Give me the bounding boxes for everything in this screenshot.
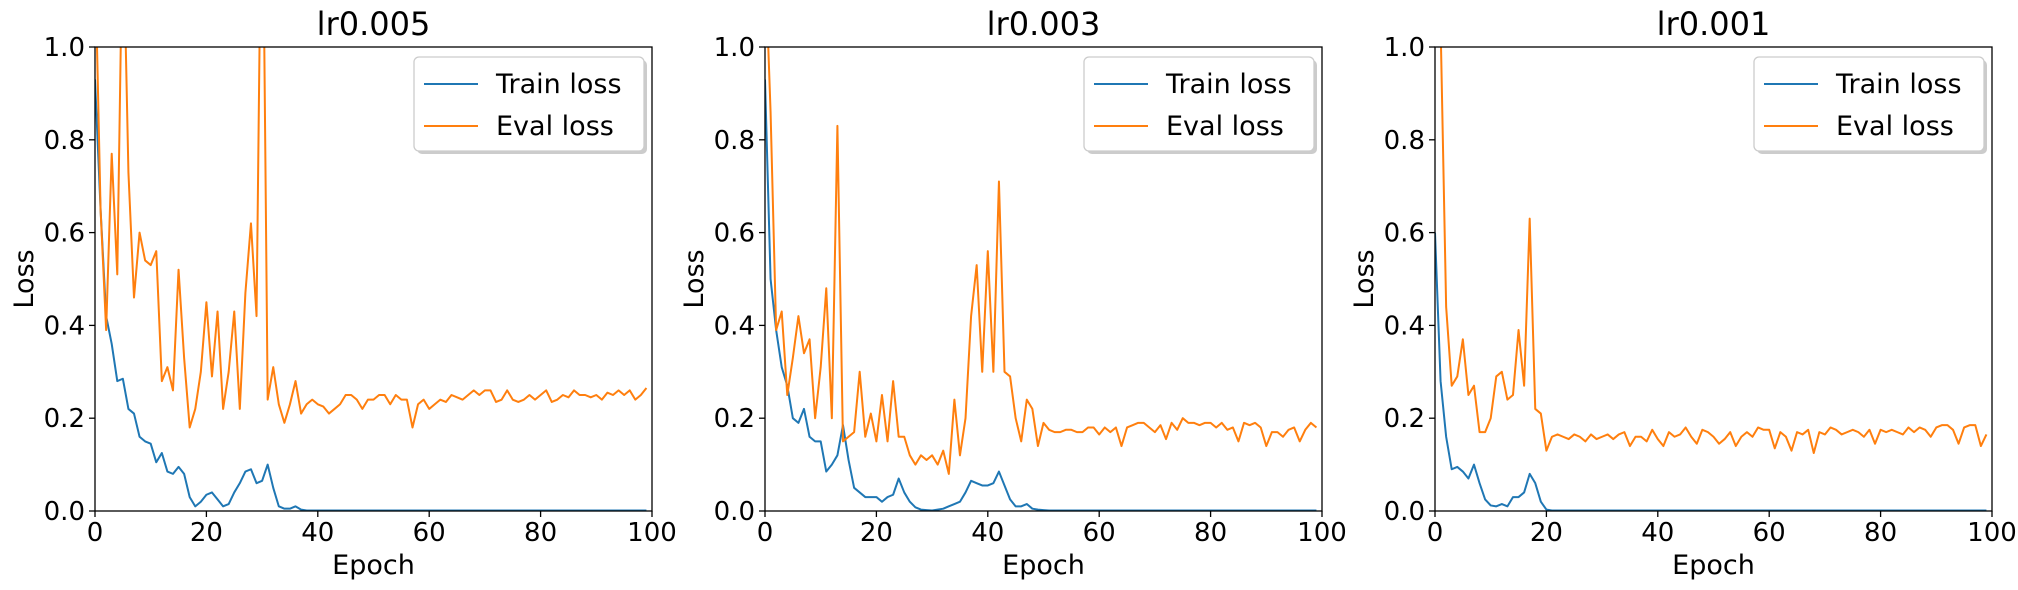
y-tick-label: 0.2 (714, 404, 755, 434)
x-tick-label: 0 (87, 518, 104, 548)
y-axis-label: Loss (679, 249, 710, 308)
x-tick-label: 100 (627, 518, 677, 548)
series-line-eval-loss (96, 47, 648, 429)
legend-label: Eval loss (1166, 111, 1284, 142)
x-tick-label: 0 (1427, 518, 1444, 548)
y-tick-label: 0.6 (1384, 219, 1425, 249)
x-tick-label: 40 (301, 518, 334, 548)
y-tick-label: 0.0 (1384, 497, 1425, 527)
y-axis-label: Loss (1349, 249, 1380, 308)
axes-frame (94, 46, 653, 512)
legend-box (1753, 56, 1985, 152)
y-tick-label: 0.2 (44, 404, 85, 434)
x-tick-label: 60 (413, 518, 446, 548)
y-tick-label: 1.0 (714, 33, 755, 63)
chart-title: lr0.003 (987, 5, 1101, 43)
axes-frame (1434, 46, 1993, 512)
y-tick-label: 0.4 (1384, 311, 1425, 341)
y-tick-label: 0.4 (44, 311, 85, 341)
x-tick-label: 20 (190, 518, 223, 548)
x-tick-label: 80 (1864, 518, 1897, 548)
y-tick-label: 0.8 (714, 126, 755, 156)
series-line-eval-loss (1440, 47, 1988, 454)
x-tick-label: 80 (1194, 518, 1227, 548)
chart-panel-lr0.005: 0 20 40 60 80 100 0.0 0.2 0.4 0.6 0.8 1.0 Epoch Loss l… (9, 5, 677, 581)
x-tick-label: 100 (1967, 518, 2017, 548)
legend-label: Train loss (1835, 69, 1962, 100)
x-tick-label: 20 (1530, 518, 1563, 548)
chart-title: lr0.005 (317, 5, 431, 43)
x-tick-label: 20 (860, 518, 893, 548)
x-tick-label: 80 (524, 518, 557, 548)
x-tick-label: 60 (1083, 518, 1116, 548)
legend-label: Eval loss (496, 111, 614, 142)
legend-label: Train loss (1165, 69, 1292, 100)
x-axis-label: Epoch (1002, 550, 1085, 581)
x-tick-label: 40 (971, 518, 1004, 548)
y-tick-label: 0.8 (1384, 126, 1425, 156)
y-tick-label: 0.0 (714, 497, 755, 527)
legend: Train loss Eval loss (1753, 56, 1987, 154)
axes-frame (764, 46, 1323, 512)
x-axis-label: Epoch (332, 550, 415, 581)
y-tick-label: 0.2 (1384, 404, 1425, 434)
x-tick-label: 40 (1641, 518, 1674, 548)
x-tick-label: 0 (757, 518, 774, 548)
y-tick-label: 0.0 (44, 497, 85, 527)
y-tick-label: 0.4 (714, 311, 755, 341)
y-tick-label: 0.6 (714, 219, 755, 249)
y-tick-label: 1.0 (44, 33, 85, 63)
series-line-train-loss (1435, 232, 1987, 511)
chart-panel-lr0.001: 0 20 40 60 80 100 0.0 0.2 0.4 0.6 0.8 1.0 Epoch Loss l… (1349, 5, 2017, 581)
x-axis-label: Epoch (1672, 550, 1755, 581)
legend-box (1083, 56, 1315, 152)
chart-panel-lr0.003: 0 20 40 60 80 100 0.0 0.2 0.4 0.6 0.8 1.0 Epoch Loss l… (679, 5, 1347, 581)
chart-title: lr0.001 (1657, 5, 1771, 43)
legend: Train loss Eval loss (1083, 56, 1317, 154)
y-tick-label: 0.6 (44, 219, 85, 249)
legend: Train loss Eval loss (413, 56, 647, 154)
y-tick-label: 0.8 (44, 126, 85, 156)
series-line-eval-loss (767, 47, 1318, 475)
legend-box (413, 56, 645, 152)
legend-label: Train loss (495, 69, 622, 100)
legend-label: Eval loss (1836, 111, 1954, 142)
x-tick-label: 100 (1297, 518, 1347, 548)
y-axis-label: Loss (9, 249, 40, 308)
y-tick-label: 1.0 (1384, 33, 1425, 63)
x-tick-label: 60 (1753, 518, 1786, 548)
